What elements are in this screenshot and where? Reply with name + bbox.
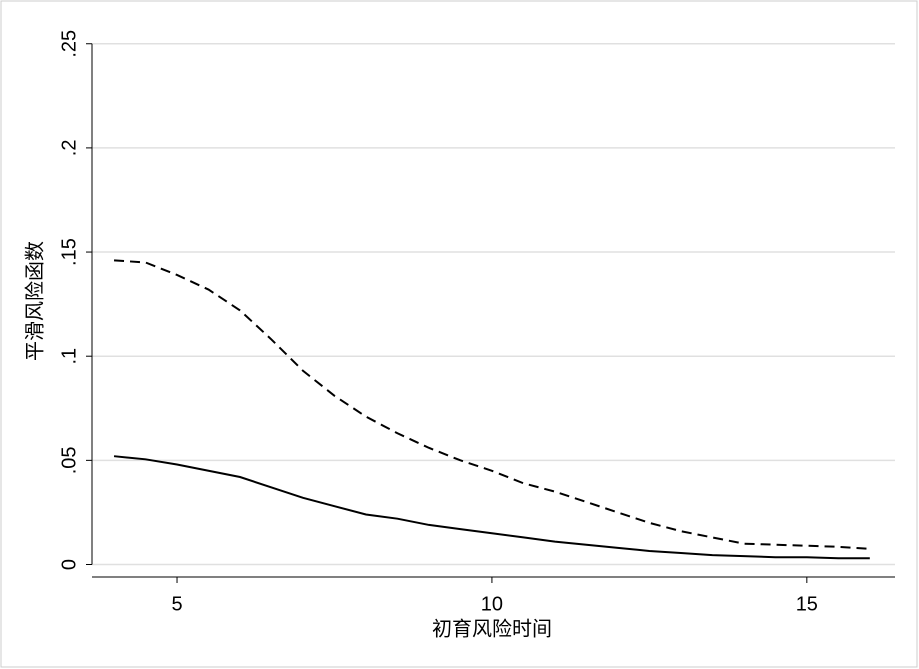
y-tick-label: 0 (58, 559, 80, 570)
y-tick-label: .05 (58, 446, 80, 474)
series-line (113, 259, 870, 550)
x-tick-label: 5 (171, 593, 182, 615)
y-tick-label: .1 (58, 348, 80, 365)
y-tick-label: .25 (58, 30, 80, 58)
x-tick-label: 10 (481, 593, 503, 615)
y-tick-label: .15 (58, 238, 80, 266)
y-axis-label: 平滑风险函数 (23, 241, 46, 361)
x-tick-label: 15 (796, 593, 818, 615)
y-tick-label: .2 (58, 140, 80, 157)
series-line (113, 455, 870, 560)
x-axis-label: 初育风险时间 (432, 617, 552, 640)
